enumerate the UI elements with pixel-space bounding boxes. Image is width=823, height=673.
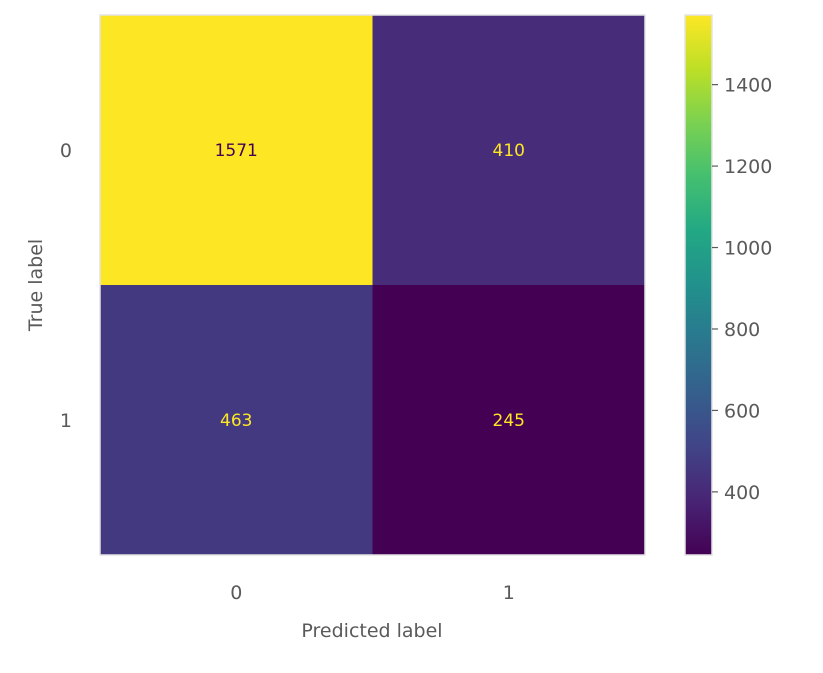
y-tick-label: 0 — [60, 140, 72, 162]
y-tick-label: 1 — [60, 410, 72, 432]
heatmap-cell — [372, 15, 645, 285]
colorbar — [685, 15, 712, 555]
colorbar-frame — [684, 14, 713, 556]
colorbar-tick-label: 600 — [724, 400, 760, 422]
heatmap-cell — [372, 285, 645, 555]
x-tick-label: 1 — [503, 582, 515, 604]
cell-value-label: 245 — [493, 411, 525, 431]
heatmap-cells: 1571 410 463 245 — [100, 15, 645, 555]
heatmap-cell — [100, 285, 373, 555]
x-tick-label: 0 — [230, 582, 242, 604]
cell-value-label: 410 — [493, 141, 525, 161]
colorbar-tick-label: 800 — [724, 319, 760, 341]
colorbar-tick-label: 1000 — [724, 238, 772, 260]
colorbar-tick-label: 400 — [724, 482, 760, 504]
y-axis-ticks: 01 — [60, 140, 72, 432]
colorbar-tick-label: 1200 — [724, 156, 772, 178]
colorbar-tick-label: 1400 — [724, 75, 772, 97]
colorbar-ticks: 400 600 800 1000 1200 1400 — [712, 75, 772, 504]
cell-value-label: 1571 — [215, 141, 258, 161]
cell-value-label: 463 — [220, 411, 252, 431]
heatmap-cell — [100, 15, 373, 285]
y-axis-label: True label — [25, 239, 47, 332]
heatmap-frame — [99, 14, 646, 556]
x-axis-label: Predicted label — [301, 620, 442, 642]
